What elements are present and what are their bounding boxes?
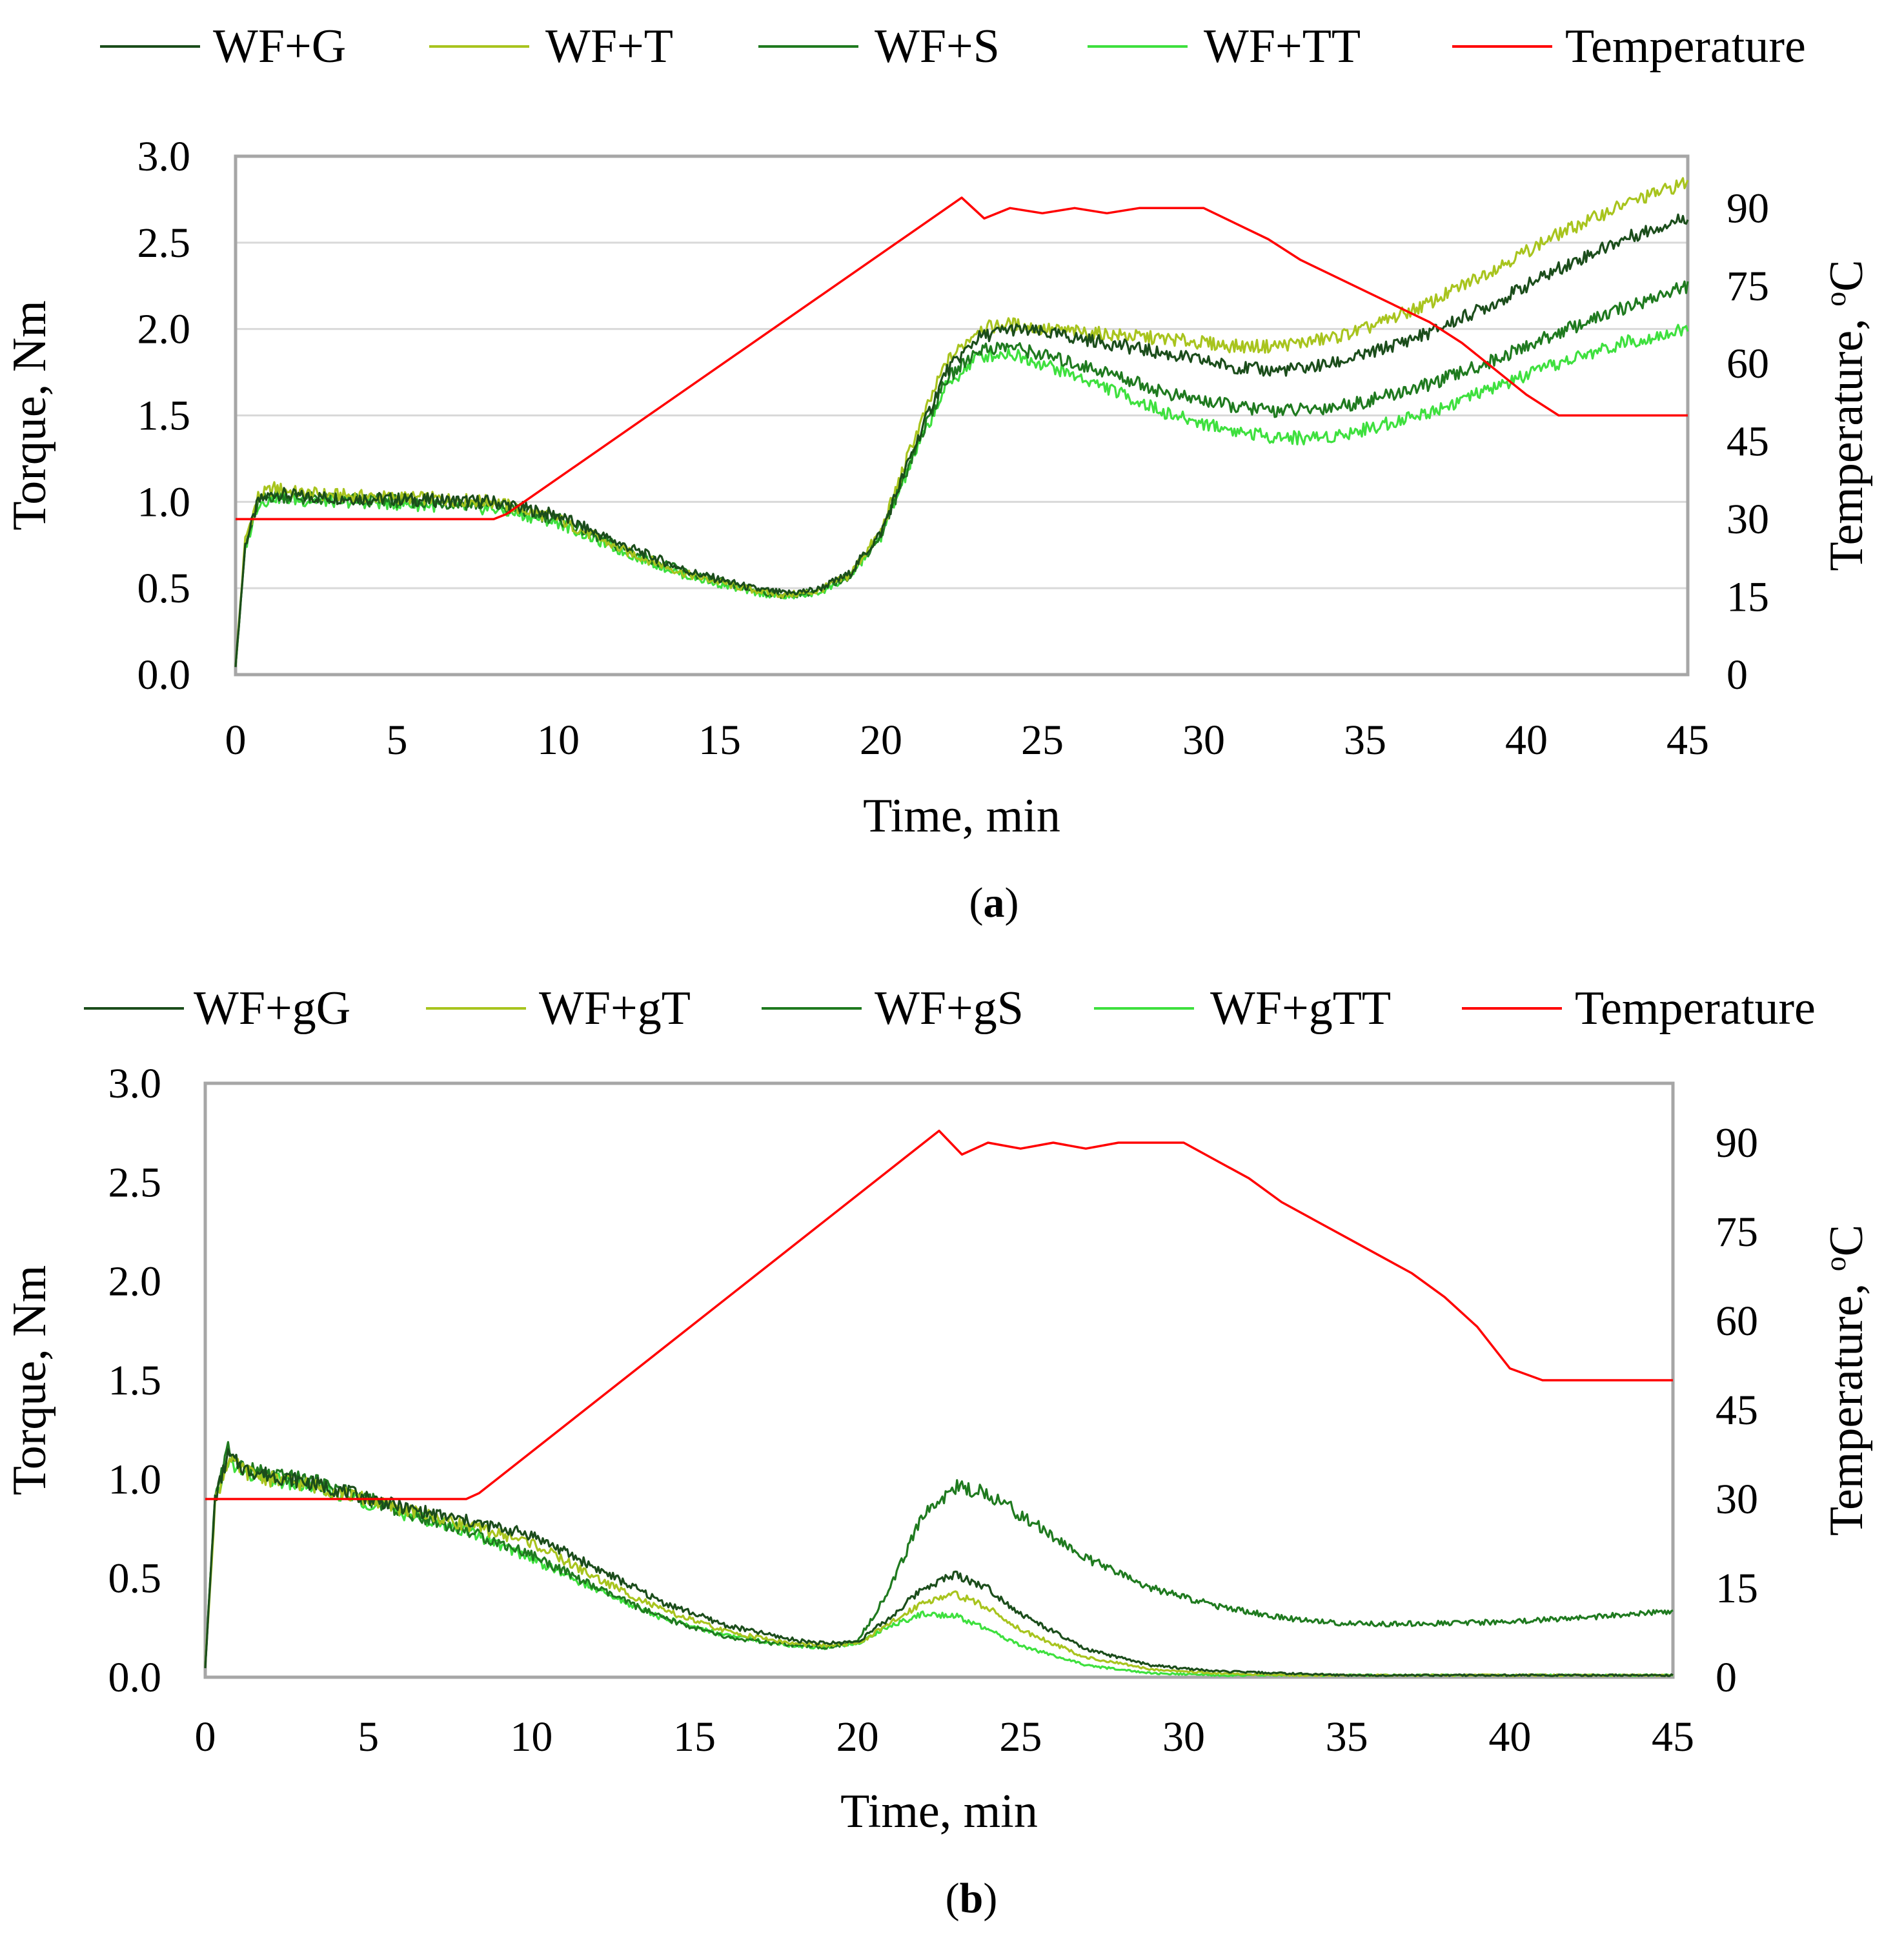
x-tick-label: 15	[698, 717, 741, 764]
legend-label: Temperature	[1565, 20, 1806, 73]
y-tick-label: 3.0	[108, 1060, 162, 1107]
y2-tick-label: 90	[1727, 185, 1769, 232]
series-line-WF+gS	[204, 1441, 1674, 1667]
y-tick-label: 3.0	[137, 133, 191, 180]
y2-axis-label: Temperature, oC	[1819, 260, 1873, 571]
caption-part: (	[946, 1875, 960, 1922]
y2-tick-label: 15	[1716, 1565, 1758, 1612]
legend: WF+gG WF+gT WF+gS WF+gTT Temperature	[84, 982, 1816, 1035]
y2-axis-unit-degree: o	[1819, 292, 1852, 307]
y2-tick-label: 90	[1716, 1119, 1758, 1167]
y-tick-label: 1.0	[137, 478, 191, 526]
y-tick-label: 0.0	[108, 1654, 162, 1701]
x-tick-label: 40	[1505, 717, 1548, 764]
y-tick-label: 1.5	[137, 393, 191, 440]
y-tick-label: 0.5	[137, 565, 191, 612]
x-tick-label: 25	[1021, 717, 1064, 764]
y2-tick-label: 60	[1727, 340, 1769, 387]
y2-tick-label: 0	[1727, 651, 1748, 699]
panel-caption: (b)	[946, 1875, 998, 1922]
x-tick-label: 30	[1182, 717, 1225, 764]
y-tick-label: 0.0	[137, 651, 191, 699]
x-tick-label: 40	[1488, 1713, 1531, 1760]
x-tick-label: 35	[1344, 717, 1386, 764]
y2-tick-label: 0	[1716, 1654, 1737, 1701]
series-line-WF+S	[234, 280, 1689, 668]
y2-axis-label: Temperature, oC	[1819, 1225, 1873, 1536]
legend-label: Temperature	[1575, 982, 1816, 1035]
legend-label: WF+gS	[875, 982, 1024, 1035]
x-tick-label: 35	[1326, 1713, 1368, 1760]
y2-axis-label-text: Temperature,	[1820, 307, 1873, 571]
x-tick-label: 20	[836, 1713, 879, 1760]
plot-area	[203, 1081, 1675, 1679]
caption-part: (	[969, 879, 984, 926]
legend-label: WF+T	[545, 20, 673, 73]
y2-tick-label: 15	[1727, 574, 1769, 621]
series-line-WF+gT	[204, 1454, 1674, 1677]
series-line-temperature	[236, 196, 1688, 520]
y-tick-label: 2.0	[108, 1258, 162, 1305]
x-tick-label: 25	[999, 1713, 1042, 1760]
y-axis-label: Torque, Nm	[3, 1265, 56, 1496]
caption-part: b	[960, 1875, 984, 1922]
x-tick-label: 20	[860, 717, 902, 764]
series-line-WF+G	[234, 213, 1689, 668]
y2-axis-unit: C	[1820, 260, 1873, 291]
x-tick-label: 30	[1162, 1713, 1205, 1760]
y2-tick-label: 45	[1727, 418, 1769, 465]
caption-part: )	[1005, 879, 1019, 926]
chart-a: 0 5 10 15 20 25 30 35 40 45 0.0 0.5 1.0 1.5 2.0 2.5 3.0 0…	[3, 20, 1873, 926]
legend-label: WF+S	[875, 20, 1000, 73]
x-tick-label: 15	[673, 1713, 716, 1760]
y2-tick-label: 30	[1727, 496, 1769, 543]
caption-part: )	[983, 1875, 997, 1922]
y-tick-label: 1.5	[108, 1357, 162, 1404]
y2-axis-label-text: Temperature,	[1820, 1271, 1873, 1536]
chart-b: 0 5 10 15 20 25 30 35 40 45 0.0 0.5 1.0 1.5 2.0 2.5 3.0 0…	[3, 982, 1873, 1922]
x-axis-label: Time, min	[863, 790, 1060, 842]
legend-label: WF+G	[213, 20, 346, 73]
x-tick-label: 0	[225, 717, 247, 764]
legend-label: WF+TT	[1204, 20, 1361, 73]
y-tick-label: 2.5	[108, 1159, 162, 1206]
legend: WF+G WF+T WF+S WF+TT Temperature	[100, 20, 1806, 73]
y2-tick-label: 60	[1716, 1298, 1758, 1345]
x-tick-label: 45	[1666, 717, 1709, 764]
legend-label: WF+gTT	[1210, 982, 1391, 1035]
y-tick-label: 0.5	[108, 1555, 162, 1602]
series-line-temperature	[205, 1129, 1673, 1500]
y2-tick-label: 75	[1716, 1209, 1758, 1256]
panel-caption: (a)	[969, 879, 1019, 926]
legend-label: WF+gT	[539, 982, 691, 1035]
x-tick-label: 45	[1652, 1713, 1694, 1760]
y-axis-label: Torque, Nm	[3, 300, 56, 531]
y-tick-label: 2.0	[137, 306, 191, 353]
series-line-WF+gG	[204, 1448, 1674, 1677]
x-tick-label: 10	[510, 1713, 552, 1760]
x-tick-label: 10	[537, 717, 580, 764]
series-line-WF+gTT	[204, 1458, 1674, 1677]
x-axis-label: Time, min	[840, 1785, 1038, 1838]
x-tick-label: 5	[358, 1713, 379, 1760]
legend-label: WF+gG	[194, 982, 350, 1035]
x-tick-label: 0	[195, 1713, 216, 1760]
y2-tick-label: 45	[1716, 1387, 1758, 1434]
y-tick-label: 1.0	[108, 1456, 162, 1503]
caption-part: a	[984, 879, 1005, 926]
x-tick-label: 5	[387, 717, 408, 764]
y2-axis-unit: C	[1820, 1225, 1873, 1256]
y-tick-label: 2.5	[137, 219, 191, 267]
y2-tick-label: 75	[1727, 263, 1769, 310]
y2-tick-label: 30	[1716, 1476, 1758, 1523]
y2-axis-unit-degree: o	[1819, 1256, 1852, 1271]
series-line-WF+T	[234, 177, 1689, 667]
